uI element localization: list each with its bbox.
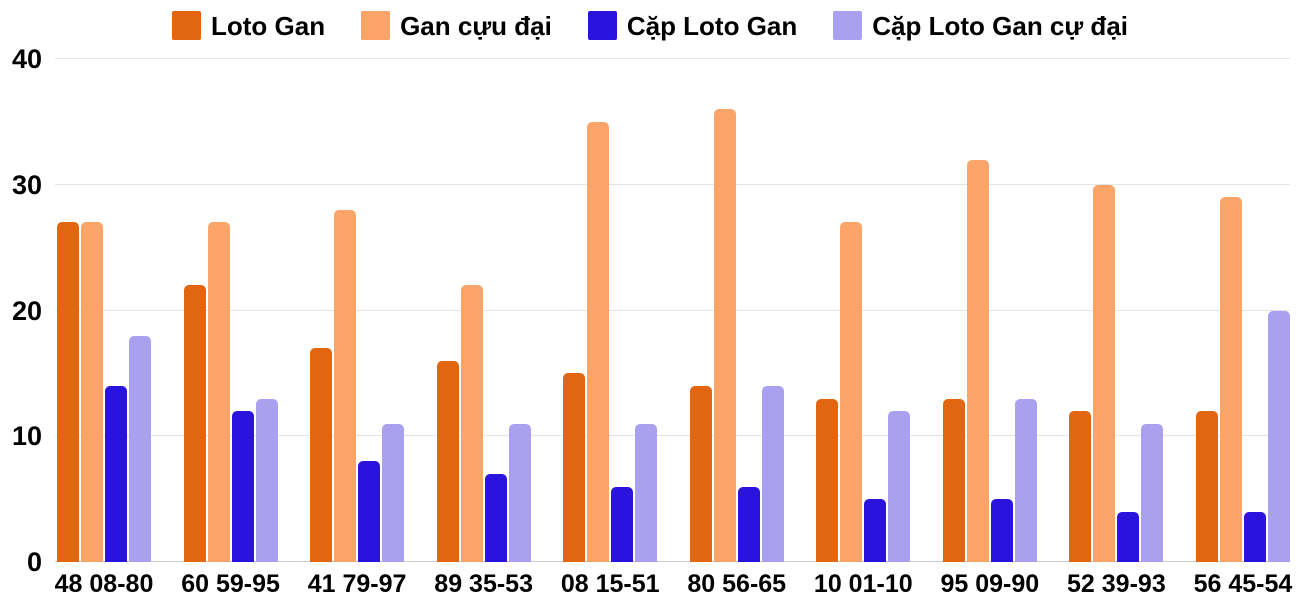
bar-series-2[interactable] (334, 209, 357, 562)
bar-group: 95 09-90 (940, 59, 1039, 597)
bar-series-3[interactable] (611, 486, 634, 562)
y-axis-label: 10 (11, 421, 42, 451)
bar-group: 56 45-54 (1194, 59, 1292, 597)
bar-series-1[interactable] (1069, 411, 1092, 562)
x-axis-label: 08 15-51 (560, 570, 660, 598)
x-axis-label: 52 39-93 (1067, 570, 1166, 598)
chart-legend: Loto Gan Gan cựu đại Cặp Loto Gan Cặp Lo… (0, 11, 1300, 40)
bar-series-3[interactable] (737, 486, 760, 562)
y-axis: 0 10 20 30 40 (0, 0, 46, 600)
bar-series-1[interactable] (689, 385, 712, 562)
legend-item-series-2: Gan cựu đại (361, 11, 552, 40)
y-axis-label: 20 (11, 296, 42, 326)
legend-swatch-icon (833, 11, 863, 40)
bar-series-1[interactable] (57, 222, 79, 562)
x-axis-label: 56 45-54 (1193, 570, 1293, 598)
bar-series-4[interactable] (255, 398, 278, 562)
bar-series-3[interactable] (1243, 511, 1266, 562)
bar-group: 60 59-95 (181, 59, 280, 597)
y-axis-label: 40 (11, 44, 42, 74)
bar-series-3[interactable] (484, 473, 507, 562)
bar-series-4[interactable] (635, 423, 658, 562)
bar-series-3[interactable] (105, 385, 127, 562)
y-axis-label: 0 (26, 547, 42, 577)
gridlines (55, 58, 1290, 562)
x-axis-label: 89 35-53 (434, 570, 533, 598)
bar-series-3[interactable] (231, 411, 254, 562)
bar-series-3[interactable] (358, 461, 381, 562)
bar-series-2[interactable] (460, 285, 483, 562)
bar-series-2[interactable] (966, 159, 989, 562)
bar-group: 89 35-53 (434, 59, 533, 597)
bar-series-1[interactable] (563, 373, 586, 562)
gridline (55, 561, 1290, 562)
bar-group: 52 39-93 (1067, 59, 1166, 597)
bar-series-1[interactable] (436, 360, 459, 562)
bar-series-1[interactable] (310, 348, 333, 562)
bar-series-4[interactable] (1014, 398, 1037, 562)
legend-swatch-icon (361, 11, 391, 40)
bar-series-2[interactable] (587, 121, 610, 562)
bar-series-1[interactable] (816, 398, 839, 562)
bar-series-2[interactable] (81, 222, 103, 562)
bar-group: 08 15-51 (561, 59, 660, 597)
x-axis-label: 80 56-65 (687, 570, 787, 598)
bar-series-2[interactable] (1093, 184, 1116, 562)
bar-groups: 48 08-80 60 59-95 41 79-97 89 35-53 08 15-51… (55, 59, 1292, 597)
legend-swatch-icon (171, 11, 201, 40)
bar-series-2[interactable] (1219, 197, 1242, 562)
x-axis-label: 10 01-10 (813, 570, 913, 598)
gridline (55, 435, 1290, 437)
x-axis-label: 41 79-97 (307, 570, 407, 598)
x-axis-label: 95 09-90 (940, 570, 1040, 598)
legend-item-series-4: Cặp Loto Gan cự đại (833, 11, 1128, 40)
legend-item-series-3: Cặp Loto Gan (587, 10, 798, 41)
legend-swatch-icon (587, 11, 617, 40)
legend-label: Loto Gan (210, 10, 326, 41)
gridline (55, 309, 1290, 311)
gridline (55, 183, 1290, 185)
bar-group: 80 56-65 (687, 59, 786, 597)
legend-label: Gan cựu đại (400, 10, 552, 41)
bar-series-1[interactable] (183, 285, 206, 562)
x-axis-label: 48 08-80 (54, 570, 154, 598)
bar-series-1[interactable] (942, 398, 965, 562)
y-axis-label: 30 (11, 170, 42, 200)
bar-series-4[interactable] (508, 423, 531, 562)
bar-group: 41 79-97 (308, 59, 406, 597)
bar-series-4[interactable] (1267, 310, 1290, 562)
bar-series-3[interactable] (1117, 511, 1140, 562)
bar-group: 48 08-80 (55, 59, 153, 597)
bar-series-3[interactable] (864, 499, 887, 562)
bar-series-2[interactable] (713, 109, 736, 562)
legend-item-series-1: Loto Gan (171, 10, 326, 41)
gridline (55, 58, 1290, 59)
bar-series-3[interactable] (990, 499, 1013, 562)
x-axis-label: 60 59-95 (181, 570, 280, 598)
bar-group: 10 01-10 (814, 59, 913, 597)
bar-series-4[interactable] (129, 335, 151, 562)
bar-series-4[interactable] (1141, 423, 1164, 562)
bar-series-4[interactable] (761, 385, 784, 562)
plot-area: 48 08-80 60 59-95 41 79-97 89 35-53 08 15-51… (55, 58, 1292, 597)
bar-series-2[interactable] (840, 222, 863, 562)
legend-label: Cặp Loto Gan cự đại (872, 10, 1128, 41)
bar-series-1[interactable] (1195, 411, 1218, 562)
bar-series-2[interactable] (207, 222, 230, 562)
bar-series-4[interactable] (382, 423, 405, 562)
bar-series-4[interactable] (888, 411, 911, 562)
legend-label: Cặp Loto Gan (626, 10, 798, 41)
